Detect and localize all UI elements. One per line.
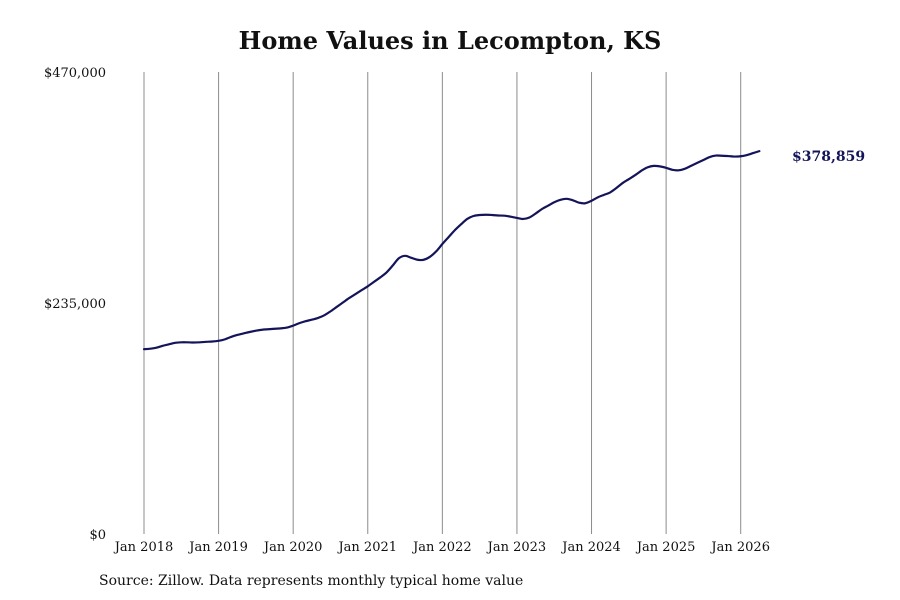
- x-tick-label: Jan 2025: [635, 540, 696, 555]
- x-tick-label: Jan 2020: [262, 540, 323, 555]
- y-tick-label: $235,000: [44, 297, 106, 312]
- x-tick-label: Jan 2021: [336, 540, 397, 555]
- end-value-label: $378,859: [792, 149, 865, 165]
- y-tick-label: $0: [89, 528, 106, 543]
- y-tick-label: $470,000: [44, 66, 106, 81]
- source-note: Source: Zillow. Data represents monthly …: [99, 573, 524, 589]
- x-tick-label: Jan 2024: [560, 540, 621, 555]
- chart-title: Home Values in Lecompton, KS: [238, 26, 662, 55]
- x-tick-label: Jan 2026: [709, 540, 770, 555]
- x-tick-label: Jan 2022: [411, 540, 472, 555]
- series-line: [142, 150, 761, 351]
- x-tick-label: Jan 2019: [187, 540, 248, 555]
- x-tick-label: Jan 2023: [486, 540, 547, 555]
- x-tick-label: Jan 2018: [113, 540, 174, 555]
